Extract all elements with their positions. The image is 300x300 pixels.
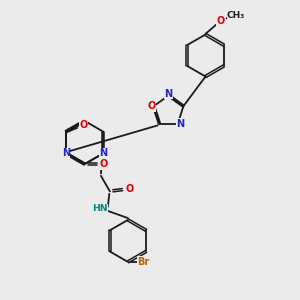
Text: CH₃: CH₃	[227, 11, 245, 20]
Text: N: N	[62, 148, 70, 158]
Text: Br: Br	[137, 257, 150, 267]
Text: N: N	[99, 148, 107, 158]
Text: N: N	[176, 118, 184, 129]
Text: O: O	[147, 101, 155, 111]
Text: O: O	[126, 184, 134, 194]
Text: N: N	[164, 88, 173, 99]
Text: O: O	[100, 159, 108, 169]
Text: O: O	[79, 119, 87, 130]
Text: HN: HN	[92, 204, 107, 213]
Text: O: O	[217, 16, 225, 26]
